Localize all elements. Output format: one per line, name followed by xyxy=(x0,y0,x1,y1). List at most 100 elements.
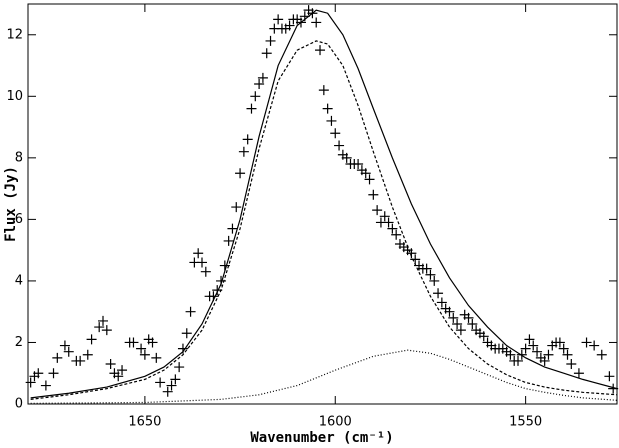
data-point xyxy=(223,235,234,246)
data-point xyxy=(528,340,539,351)
data-point xyxy=(562,349,573,360)
data-point xyxy=(364,174,375,185)
data-point xyxy=(139,349,150,360)
data-point xyxy=(82,349,93,360)
data-point xyxy=(311,17,322,28)
data-point xyxy=(265,35,276,46)
data-point xyxy=(341,152,352,163)
data-point xyxy=(235,168,246,179)
data-point xyxy=(193,248,204,259)
data-point xyxy=(86,334,97,345)
data-point xyxy=(558,343,569,354)
data-point xyxy=(566,359,577,369)
data-point xyxy=(273,14,284,25)
data-point xyxy=(257,72,268,83)
data-point xyxy=(113,371,124,382)
data-point xyxy=(105,359,116,369)
data-point xyxy=(391,229,402,240)
y-tick-label: 8 xyxy=(15,150,23,165)
data-point xyxy=(174,362,185,373)
data-point xyxy=(322,103,333,114)
data-point xyxy=(513,355,524,366)
data-point xyxy=(181,328,192,339)
data-point xyxy=(436,297,447,308)
plot-frame xyxy=(27,3,618,405)
data-point xyxy=(59,340,70,351)
data-point xyxy=(94,322,105,333)
data-point xyxy=(238,146,249,157)
data-point xyxy=(284,20,295,31)
data-point xyxy=(520,343,531,354)
data-point xyxy=(604,371,615,382)
data-point xyxy=(101,325,112,336)
data-point xyxy=(250,91,261,102)
data-point xyxy=(455,325,466,336)
data-point xyxy=(410,254,421,265)
data-point xyxy=(554,337,565,348)
y-tick-label: 4 xyxy=(15,273,23,288)
data-point xyxy=(254,79,265,89)
data-point xyxy=(318,85,329,96)
y-tick-label: 10 xyxy=(6,89,23,104)
data-point xyxy=(63,346,74,357)
data-point xyxy=(573,368,584,379)
x-tick-label: 1550 xyxy=(509,415,542,430)
data-point xyxy=(200,266,211,277)
data-point xyxy=(467,319,478,329)
data-point xyxy=(433,288,444,299)
data-point xyxy=(387,223,398,234)
y-axis-label: Flux (Jy) xyxy=(3,166,19,242)
y-tick-label: 12 xyxy=(6,27,23,42)
data-point xyxy=(166,380,177,391)
data-point xyxy=(589,340,600,351)
data-point xyxy=(429,275,440,286)
data-point xyxy=(539,355,550,366)
y-tick-label: 6 xyxy=(15,212,23,227)
data-point xyxy=(196,257,207,268)
data-point xyxy=(40,380,51,391)
data-point xyxy=(524,334,535,345)
data-point xyxy=(136,343,147,354)
y-tick-label: 0 xyxy=(15,397,23,412)
data-point xyxy=(75,355,86,366)
data-point xyxy=(326,115,337,126)
data-point xyxy=(334,140,345,151)
data-point xyxy=(448,312,459,323)
data-point xyxy=(98,315,109,326)
data-point xyxy=(372,205,383,216)
data-point xyxy=(162,386,173,397)
data-point xyxy=(353,159,364,169)
data-point xyxy=(505,349,516,360)
data-point xyxy=(581,337,592,348)
data-point xyxy=(452,319,463,329)
x-axis-label: Wavenumber (cm⁻¹) xyxy=(250,430,393,446)
data-point xyxy=(444,306,455,317)
data-point xyxy=(360,168,371,179)
data-point xyxy=(33,368,44,379)
y-tick-label: 2 xyxy=(15,335,23,350)
data-point xyxy=(383,217,394,228)
data-point xyxy=(25,377,36,388)
data-point xyxy=(155,377,166,388)
data-point xyxy=(368,189,379,200)
data-point xyxy=(227,223,238,234)
data-point xyxy=(151,352,162,363)
data-point xyxy=(185,306,196,317)
data-point xyxy=(246,103,257,114)
data-point xyxy=(242,134,253,145)
x-tick-label: 1650 xyxy=(128,415,161,430)
data-point xyxy=(330,128,341,139)
data-point xyxy=(261,48,272,59)
data-point xyxy=(425,269,436,280)
fit-line xyxy=(30,9,618,399)
data-point xyxy=(170,374,181,385)
data-point xyxy=(379,211,390,222)
data-point xyxy=(128,337,139,348)
data-point xyxy=(231,202,242,213)
data-point xyxy=(48,368,59,379)
fit-line xyxy=(30,349,618,404)
data-point xyxy=(596,349,607,360)
x-tick-label: 1600 xyxy=(319,415,352,430)
